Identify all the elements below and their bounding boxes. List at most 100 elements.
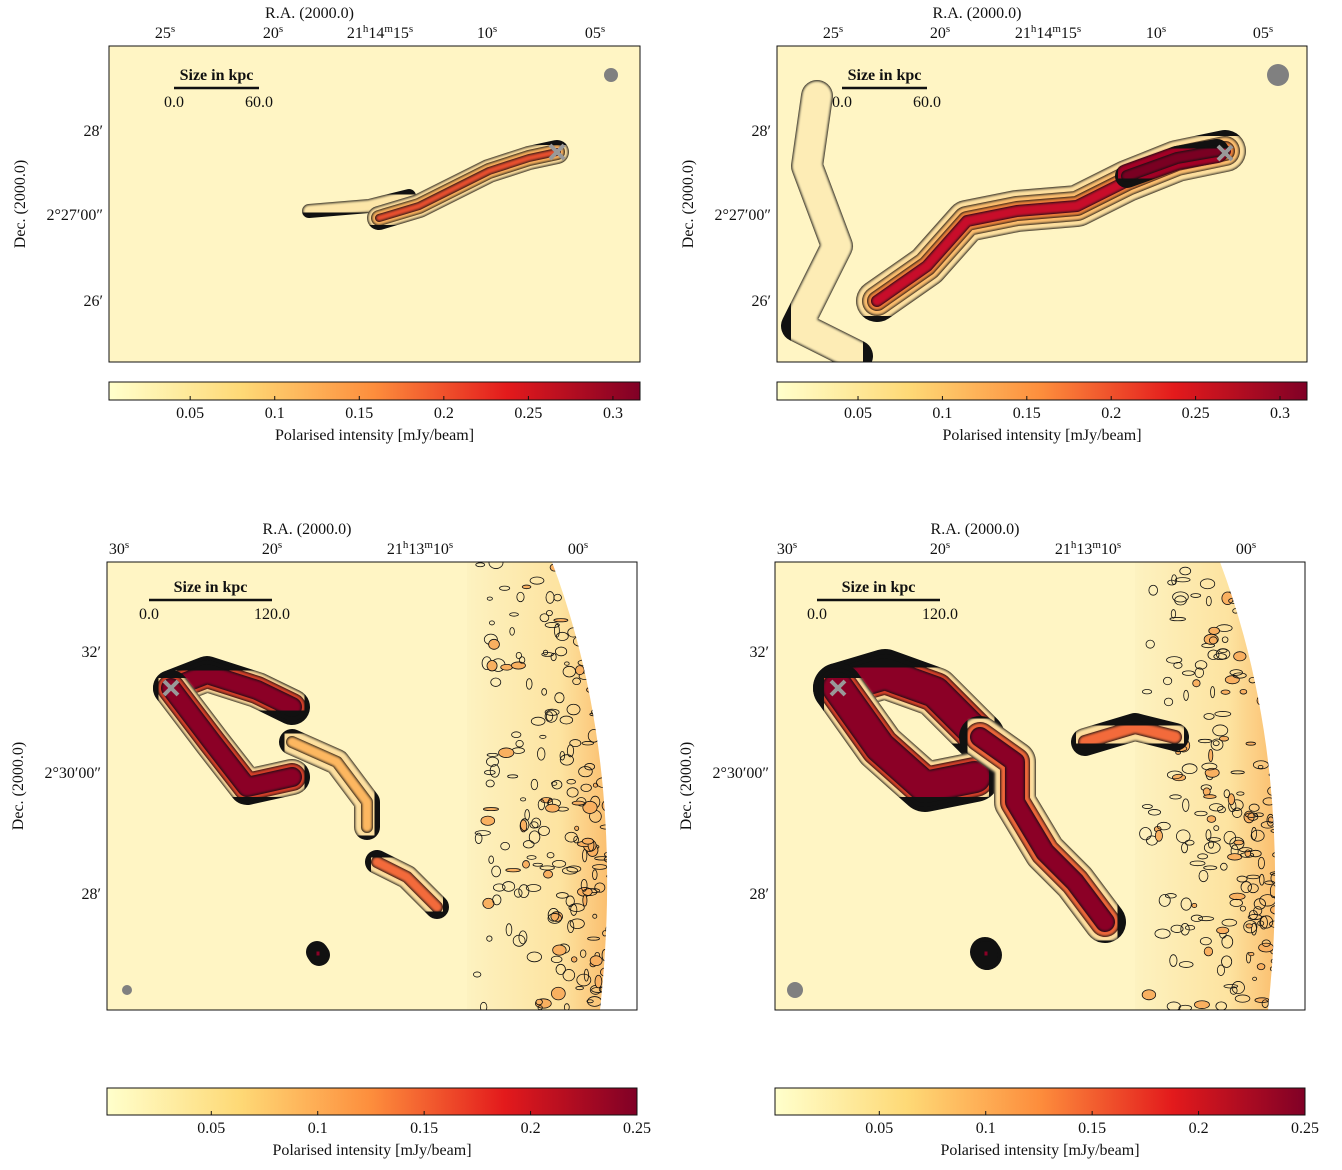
noise-contour	[1256, 963, 1266, 971]
noise-contour	[1203, 946, 1214, 957]
noise-contour	[554, 623, 560, 638]
emission	[162, 679, 301, 796]
dec-tick-label: 26′	[752, 293, 772, 310]
noise-contour	[1181, 842, 1188, 854]
emission	[310, 945, 326, 962]
noise-contour	[505, 868, 521, 873]
noise-contour	[1172, 591, 1189, 603]
noise-contour	[564, 661, 570, 666]
scalebar-title: Size in kpc	[180, 67, 254, 84]
noise-contour	[485, 779, 495, 788]
ra-title: R.A. (2000.0)	[933, 5, 1022, 22]
frame	[774, 561, 1306, 1011]
noise-contour	[1203, 794, 1217, 799]
sky-image	[775, 562, 1305, 1010]
noise-contour	[479, 1001, 488, 1010]
noise-contour	[1191, 902, 1198, 908]
noise-contour	[1170, 609, 1177, 619]
noise-contour	[1203, 841, 1221, 854]
noise-contour	[1169, 954, 1178, 967]
ra-tick-label: 20s	[930, 23, 950, 42]
ra-title: R.A. (2000.0)	[263, 521, 352, 538]
noise-contour	[586, 999, 594, 1004]
colorbar-tick-label: 0.05	[844, 405, 872, 422]
noise-contour	[1163, 676, 1173, 686]
dec-tick-label: 32′	[82, 644, 102, 661]
noise-contour	[1261, 999, 1269, 1008]
noise-contour	[511, 731, 522, 738]
noise-contour	[1234, 994, 1251, 1003]
scalebar-title: Size in kpc	[842, 579, 916, 596]
scalebar-end: 60.0	[913, 94, 941, 111]
colorbar-tick-label: 0.1	[932, 405, 952, 422]
noise-contour	[1229, 986, 1238, 995]
noise-contour	[1223, 831, 1237, 845]
noise-contour	[567, 920, 575, 934]
emission	[782, 81, 872, 362]
noise-contour	[1215, 1001, 1227, 1010]
ra-tick-part: 10	[433, 541, 449, 558]
ra-tick-part: 20	[263, 25, 279, 42]
noise-contour	[1194, 667, 1205, 678]
noise-contour	[1194, 810, 1208, 817]
core-marker	[162, 679, 180, 697]
colorbar-tick-label: 0.05	[197, 1120, 225, 1137]
colorbar-tick-label: 0.25	[623, 1120, 651, 1137]
colorbar-tick-label: 0.15	[410, 1120, 438, 1137]
emission	[162, 665, 301, 716]
noise-contour	[1264, 880, 1275, 885]
noise-contour	[541, 688, 548, 696]
noise-contour	[537, 799, 546, 811]
ra-title: R.A. (2000.0)	[265, 5, 354, 22]
colorbar-tick-label: 0.05	[176, 405, 204, 422]
frame	[108, 45, 641, 363]
noise-contour	[1190, 914, 1203, 922]
noise-contour	[1257, 920, 1265, 927]
noise-contour	[1224, 675, 1240, 685]
colorbar-tick-label: 0.25	[1291, 1120, 1319, 1137]
noise-contour	[1258, 942, 1274, 953]
ra-tick-part: s	[1077, 23, 1081, 35]
ra-tick-part: 21	[387, 541, 403, 558]
colorbar	[106, 1087, 638, 1116]
noise-contour	[1236, 791, 1245, 796]
scalebar-end: 60.0	[245, 94, 273, 111]
noise-contour	[544, 708, 560, 716]
sky-image	[107, 562, 637, 1010]
noise-contour	[486, 596, 493, 601]
noise-contour	[1259, 915, 1268, 930]
ra-tick-part: s	[793, 539, 797, 551]
noise-contour	[581, 741, 594, 746]
noise-contour	[1173, 661, 1183, 669]
ra-tick-part: 00	[1236, 541, 1252, 558]
noise-contour	[522, 860, 530, 869]
dec-tick-label: 26′	[84, 293, 104, 310]
ra-tick-part: s	[409, 23, 413, 35]
noise-contour	[1212, 740, 1220, 747]
noise-contour	[1236, 875, 1248, 883]
noise-contour	[556, 892, 569, 899]
noise-contour	[535, 998, 543, 1006]
noise-contour	[1208, 636, 1218, 645]
noise-contour	[1213, 825, 1220, 831]
noise-contour	[488, 562, 504, 569]
noise-contour	[578, 766, 593, 778]
noise-contour	[1208, 748, 1214, 763]
panel: Size in kpc 0.0 60.0 R.A. (2000.0) Dec. (200…	[680, 5, 1308, 444]
noise-contour	[563, 1003, 570, 1010]
noise-contour	[474, 830, 491, 836]
primary-beam-edge	[552, 562, 637, 1010]
noise-contour	[545, 711, 554, 722]
colorbar	[108, 381, 641, 401]
scalebar-title: Size in kpc	[174, 579, 248, 596]
noise-contour	[1182, 670, 1195, 676]
ra-tick-part: 10	[1146, 25, 1162, 42]
noise-contour	[507, 774, 519, 779]
noise-contour	[1253, 906, 1263, 916]
noise-contour	[1184, 924, 1196, 931]
ra-tick-part: s	[449, 539, 453, 551]
noise-contour	[1259, 915, 1274, 929]
noise-contour	[569, 739, 582, 748]
noise-contour	[486, 660, 498, 672]
noise-contour	[1180, 922, 1190, 936]
